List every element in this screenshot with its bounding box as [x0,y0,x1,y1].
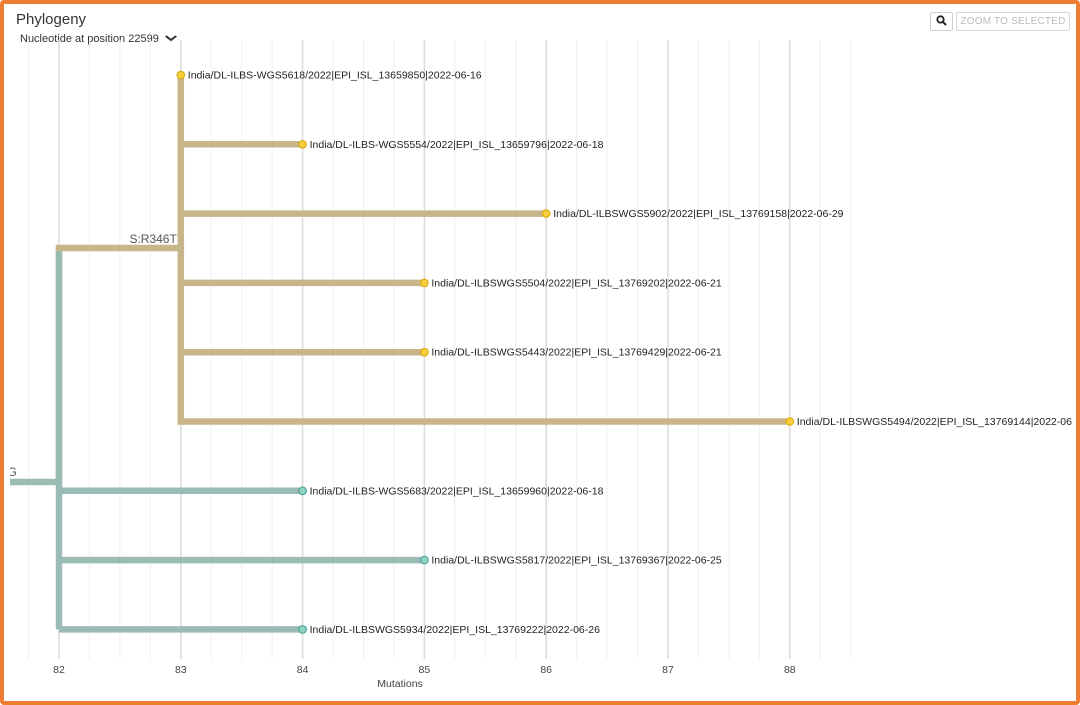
x-tick-label: 88 [784,664,796,676]
tip-node[interactable] [420,347,429,357]
x-axis-title: Mutations [377,678,423,690]
tip-node[interactable] [420,278,429,288]
tip-node[interactable] [298,140,307,149]
tip-label[interactable]: India/DL-ILBS-WGS5618/2022|EPI_ISL_13659… [188,70,482,82]
tip-node[interactable] [785,417,795,426]
tip-label[interactable]: India/DL-ILBSWGS5817/2022|EPI_ISL_137693… [431,555,721,567]
branch-label-s-r346t: S:R346T [129,232,177,246]
phylogeny-tree: 82 83 84 85 86 87 88 Mutations India/DL-ILBS-WGS… [10,40,1072,690]
magnifier-icon [936,13,947,31]
color-by-dropdown[interactable]: Nucleotide at position 22599 [20,33,177,45]
tip-node[interactable] [541,209,551,218]
x-tick-label: 82 [53,664,65,676]
zoom-to-selected-button[interactable]: ZOOM TO SELECTED [956,12,1070,31]
tip-label[interactable]: India/DL-ILBSWGS5443/2022|EPI_ISL_137694… [431,347,721,359]
x-tick-label: 83 [175,664,187,676]
tip-label[interactable]: India/DL-ILBSWGS5934/2022|EPI_ISL_137692… [310,624,600,636]
color-by-label: Nucleotide at position 22599 [20,33,159,45]
x-tick-label: 85 [419,664,431,676]
x-tick-label: 87 [662,664,674,676]
branch-label-r339g: R339G [10,465,17,479]
tip-node[interactable] [176,70,186,80]
phylogeny-panel: Phylogeny Nucleotide at position 22599 Z… [10,4,1074,699]
zoom-button[interactable] [930,12,953,31]
panel-title: Phylogeny [16,11,87,28]
chevron-down-icon [164,34,177,44]
tip-label[interactable]: India/DL-ILBSWGS5494/2022|EPI_ISL_137691… [797,416,1072,428]
tip-label[interactable]: India/DL-ILBS-WGS5683/2022|EPI_ISL_13659… [310,485,604,497]
tip-label[interactable]: India/DL-ILBS-WGS5554/2022|EPI_ISL_13659… [310,139,604,151]
tip-node[interactable] [298,625,307,634]
tip-node[interactable] [298,486,307,496]
tip-label[interactable]: India/DL-ILBSWGS5902/2022|EPI_ISL_137691… [553,208,843,220]
x-tick-label: 84 [297,664,309,676]
tip-label[interactable]: India/DL-ILBSWGS5504/2022|EPI_ISL_137692… [431,277,721,289]
x-tick-label: 86 [540,664,552,676]
tip-node[interactable] [420,555,429,565]
